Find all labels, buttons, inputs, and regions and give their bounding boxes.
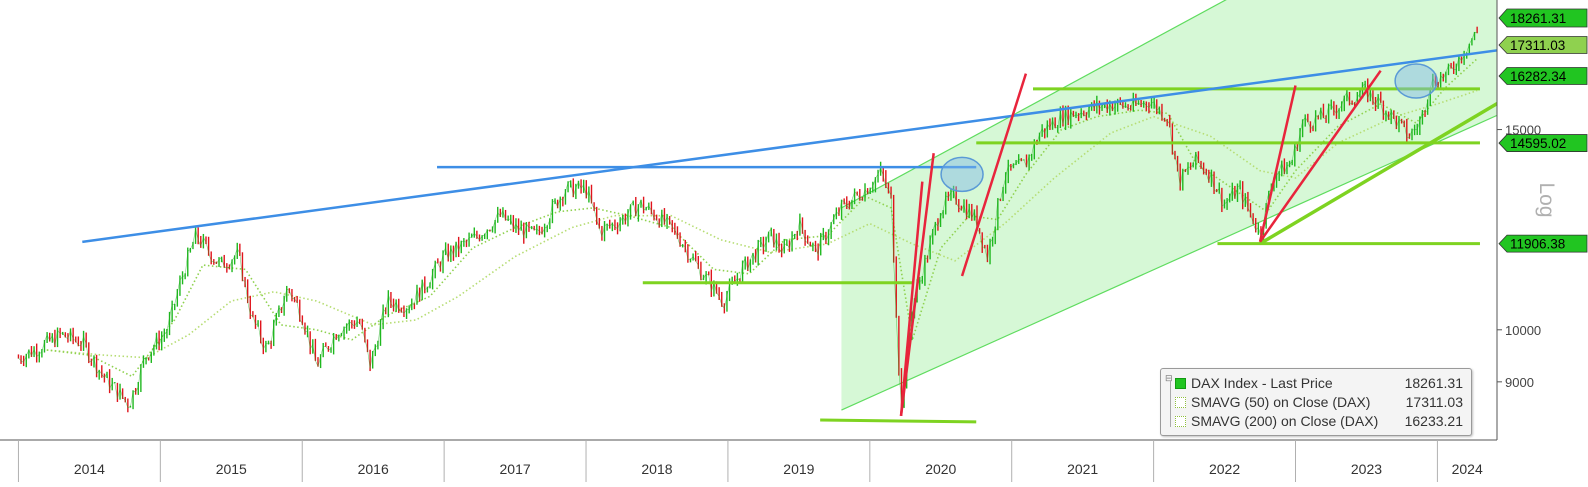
sma200-line (46, 89, 1478, 359)
highlight-circle (1394, 63, 1438, 99)
uptrend-line (1259, 101, 1497, 246)
trend-channel-fill (841, 0, 1497, 411)
fan-line (1258, 85, 1297, 243)
price-level-tag (1498, 134, 1588, 152)
highlight-circle (940, 156, 984, 193)
x-tick-label: 2023 (1351, 461, 1382, 477)
legend-item-sma50: SMAVG (50) on Close (DAX) 17311.03 (1175, 393, 1463, 411)
price-level-label: 11906.38 (1510, 237, 1565, 252)
x-tick-label: 2014 (74, 461, 105, 477)
trend-channel-upper (841, 0, 1227, 209)
fan-line (960, 73, 1028, 277)
support-line (820, 418, 977, 424)
last-price-tag (1498, 8, 1588, 28)
legend-swatch-sma200 (1175, 416, 1186, 427)
price-level-tag (1498, 36, 1588, 54)
legend-value-sma200: 16233.21 (1404, 413, 1463, 429)
legend-label-sma200: SMAVG (200) on Close (DAX) (1191, 413, 1379, 429)
legend-label-price: DAX Index - Last Price (1191, 375, 1333, 391)
x-tick-label: 2022 (1209, 461, 1240, 477)
price-level-label: 16282.34 (1510, 69, 1567, 84)
x-tick-label: 2018 (641, 461, 672, 477)
x-tick-label: 2024 (1452, 461, 1483, 477)
price-level-tag (1498, 67, 1588, 85)
fan-line (899, 153, 935, 417)
legend-value-sma50: 17311.03 (1405, 394, 1463, 410)
legend-label-sma50: SMAVG (50) on Close (DAX) (1191, 394, 1371, 410)
y-axis-label: Log (1535, 182, 1558, 217)
plot-area (17, 0, 1497, 424)
price-level-label: 14595.02 (1510, 136, 1566, 151)
legend-item-price: DAX Index - Last Price 18261.31 (1175, 374, 1463, 392)
resistance-line (82, 49, 1497, 244)
chart-legend: ⊟ DAX Index - Last Price 18261.31 SMAVG … (1160, 368, 1472, 436)
last-price-label: 18261.31 (1510, 11, 1566, 26)
legend-swatch-sma50 (1175, 397, 1186, 408)
legend-value-price: 18261.31 (1404, 375, 1463, 391)
legend-item-sma200: SMAVG (200) on Close (DAX) 16233.21 (1175, 412, 1463, 430)
legend-collapse-icon[interactable]: ⊟ (1165, 373, 1173, 383)
legend-tree-line (1170, 381, 1171, 427)
x-tick-label: 2020 (925, 461, 956, 477)
price-line (18, 31, 1478, 408)
x-tick-label: 2019 (783, 461, 814, 477)
y-tick-label: 15000 (1505, 123, 1541, 138)
y-tick-label: 9000 (1505, 375, 1534, 390)
price-level-label: 17311.03 (1510, 38, 1565, 53)
x-tick-label: 2016 (358, 461, 389, 477)
x-tick-label: 2015 (216, 461, 247, 477)
fan-line (1259, 69, 1382, 243)
price-level-tag (1498, 234, 1588, 253)
y-tick-label: 10000 (1505, 323, 1541, 338)
fan-line (899, 181, 924, 417)
x-tick-label: 2021 (1067, 461, 1098, 477)
legend-swatch-price (1175, 378, 1186, 389)
x-tick-label: 2017 (500, 461, 531, 477)
